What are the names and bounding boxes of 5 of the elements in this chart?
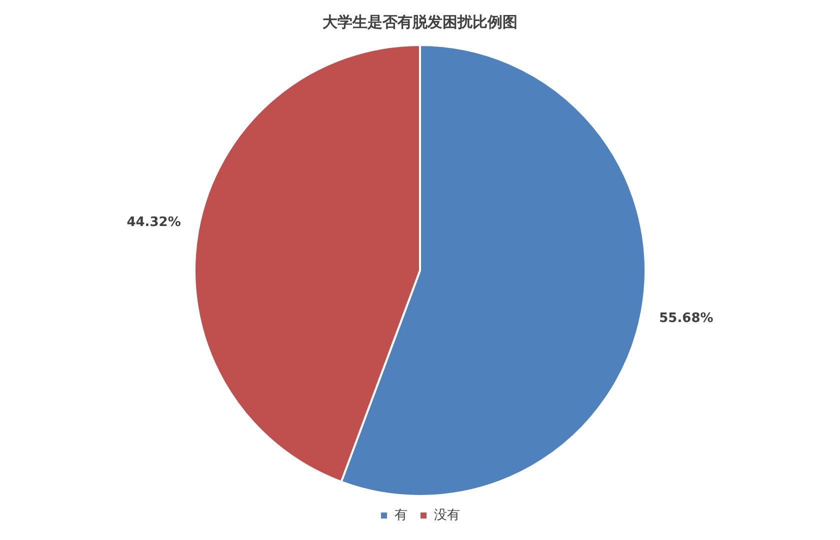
data-label: 55.68% <box>659 310 714 326</box>
legend-label: 有 <box>394 508 408 523</box>
legend-label: 没有 <box>434 508 460 523</box>
chart-title: 大学生是否有脱发困扰比例图 <box>322 12 518 31</box>
data-label: 44.32% <box>126 214 181 230</box>
